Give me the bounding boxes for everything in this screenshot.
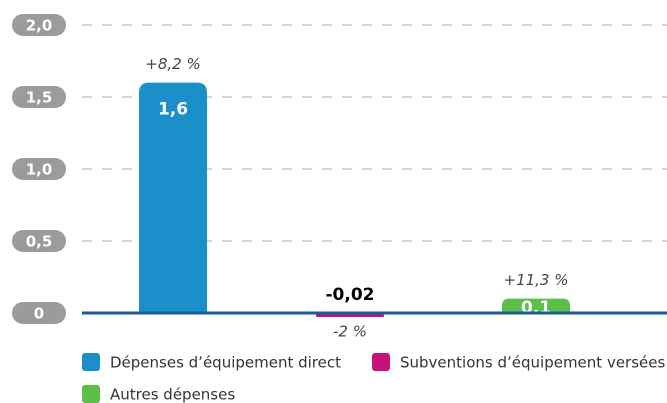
y-tick-pill	[12, 158, 66, 180]
y-tick-label: 2,0	[26, 17, 53, 35]
change-label: +8,2 %	[145, 55, 200, 73]
legend-label: Subventions d’équipement versées	[400, 354, 665, 372]
y-tick-label: 0,5	[26, 233, 53, 251]
legend-swatch	[82, 353, 100, 371]
y-tick-label: 1,0	[26, 161, 53, 179]
legend-swatch	[372, 353, 390, 371]
y-tick-label: 0	[34, 305, 44, 323]
value-label: -0,02	[326, 285, 375, 305]
change-label: +11,3 %	[504, 271, 569, 289]
y-tick-pill	[12, 302, 66, 324]
legend-swatch	[82, 385, 100, 403]
value-label: 0,1	[521, 298, 551, 318]
y-tick-pill	[12, 14, 66, 36]
bar	[502, 298, 570, 313]
y-tick-pill	[12, 230, 66, 252]
legend-label: Dépenses d’équipement direct	[110, 354, 341, 372]
change-label: -2 %	[333, 323, 367, 341]
y-tick-label: 1,5	[26, 89, 53, 107]
y-tick-pill	[12, 86, 66, 108]
bar	[139, 82, 207, 313]
value-label: 1,6	[158, 100, 188, 120]
legend-label: Autres dépenses	[110, 386, 235, 403]
